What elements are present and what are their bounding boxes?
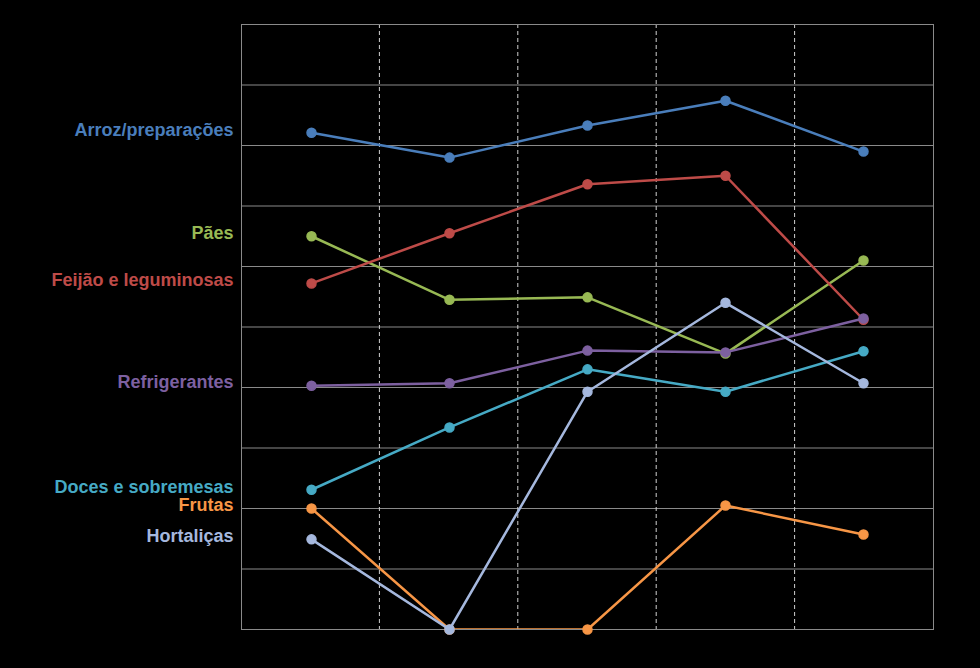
- svg-text:Arroz/preparações: Arroz/preparações: [74, 120, 233, 140]
- svg-text:Hortaliças: Hortaliças: [146, 526, 233, 546]
- svg-text:Feijão e leguminosas: Feijão e leguminosas: [51, 270, 233, 290]
- svg-text:Pães: Pães: [191, 223, 233, 243]
- svg-text:Frutas: Frutas: [178, 495, 233, 515]
- svg-text:Refrigerantes: Refrigerantes: [117, 372, 233, 392]
- svg-text:Doces e sobremesas: Doces e sobremesas: [54, 477, 233, 497]
